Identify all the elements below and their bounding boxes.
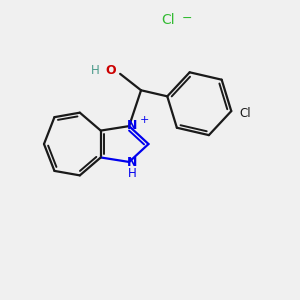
Text: H: H xyxy=(128,167,136,180)
Text: N: N xyxy=(127,156,137,169)
Text: O: O xyxy=(106,64,116,77)
Text: −: − xyxy=(182,11,193,25)
Text: Cl: Cl xyxy=(161,13,175,27)
Text: +: + xyxy=(140,115,149,125)
Text: H: H xyxy=(90,64,99,77)
Text: N: N xyxy=(127,119,137,132)
Text: Cl: Cl xyxy=(239,107,251,120)
